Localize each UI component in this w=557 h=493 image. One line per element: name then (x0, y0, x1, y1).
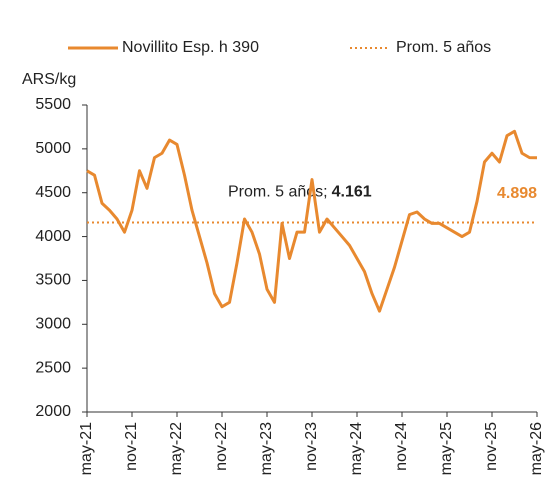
y-tick-label: 3000 (35, 316, 71, 333)
x-tick-label: nov-24 (393, 422, 410, 471)
average-annotation-text: Prom. 5 años; (228, 184, 328, 201)
x-tick-label: may-22 (168, 422, 185, 475)
legend-label: Novillito Esp. h 390 (122, 39, 259, 56)
legend-label: Prom. 5 años (396, 39, 491, 56)
y-tick-label: 2500 (35, 359, 71, 376)
y-tick-label: 4000 (35, 228, 71, 245)
average-annotation-value: 4.161 (332, 184, 372, 201)
x-tick-label: nov-21 (123, 422, 140, 471)
x-tick-label: nov-23 (303, 422, 320, 471)
x-tick-label: may-24 (348, 422, 365, 475)
average-annotation: Prom. 5 años; 4.161 (228, 184, 372, 201)
series-line (86, 129, 538, 313)
y-tick-label: 4500 (35, 184, 71, 201)
x-tick-label: may-26 (528, 422, 545, 475)
x-tick-label: nov-25 (483, 422, 500, 471)
y-tick-label: 5500 (35, 96, 71, 113)
value-label: 4.898 (497, 185, 537, 202)
x-tick-label: may-25 (438, 422, 455, 475)
y-tick-label: 2000 (35, 403, 71, 420)
y-axis-label: ARS/kg (22, 71, 76, 88)
y-tick-label: 3500 (35, 272, 71, 289)
x-tick-label: may-21 (78, 422, 95, 475)
x-tick-label: nov-22 (213, 422, 230, 471)
y-tick-label: 5000 (35, 140, 71, 157)
x-tick-label: may-23 (258, 422, 275, 475)
